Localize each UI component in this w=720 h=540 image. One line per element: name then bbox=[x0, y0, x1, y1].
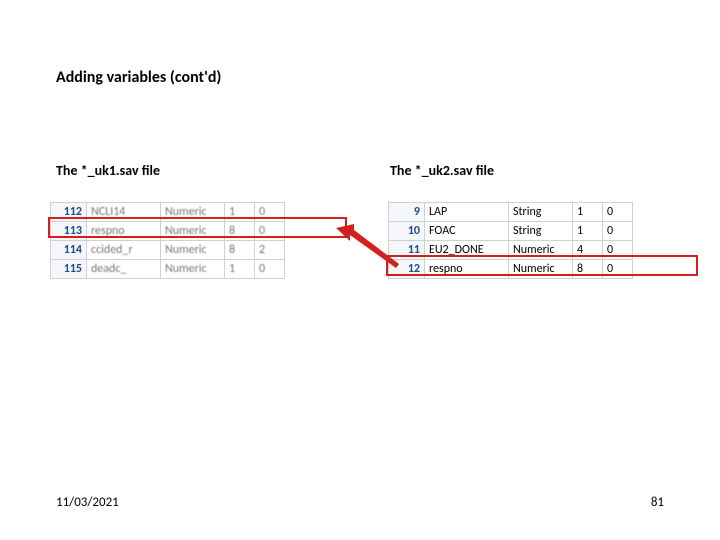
cell-width: 8 bbox=[573, 260, 603, 279]
cell-varname: EU2_DONE bbox=[425, 241, 509, 260]
cell-varname: respno bbox=[425, 260, 509, 279]
cell-dec: 0 bbox=[603, 222, 633, 241]
table-uk1: 112 NCLI14 Numeric 1 0 113 respno Numeri… bbox=[50, 202, 285, 279]
cell-width: 1 bbox=[225, 203, 255, 222]
cell-rownum: 10 bbox=[389, 222, 425, 241]
table-row: 9 LAP String 1 0 bbox=[389, 203, 633, 222]
footer-page: 81 bbox=[651, 495, 664, 510]
cell-vartype: Numeric bbox=[509, 241, 573, 260]
cell-varname: LAP bbox=[425, 203, 509, 222]
cell-vartype: Numeric bbox=[161, 260, 225, 279]
cell-dec: 0 bbox=[603, 260, 633, 279]
left-table-title: The *_uk1.sav file bbox=[56, 162, 160, 179]
cell-rownum: 113 bbox=[51, 222, 87, 241]
cell-dec: 0 bbox=[255, 260, 285, 279]
table-row: 12 respno Numeric 8 0 bbox=[389, 260, 633, 279]
right-table-title: The *_uk2.sav file bbox=[390, 162, 494, 179]
cell-rownum: 115 bbox=[51, 260, 87, 279]
cell-dec: 2 bbox=[255, 241, 285, 260]
cell-varname: deadc_ bbox=[87, 260, 161, 279]
slide: Adding variables (cont'd) The *_uk1.sav … bbox=[0, 0, 720, 540]
cell-width: 4 bbox=[573, 241, 603, 260]
cell-vartype: String bbox=[509, 222, 573, 241]
cell-vartype: String bbox=[509, 203, 573, 222]
cell-rownum: 12 bbox=[389, 260, 425, 279]
cell-dec: 0 bbox=[603, 203, 633, 222]
cell-rownum: 9 bbox=[389, 203, 425, 222]
cell-varname: FOAC bbox=[425, 222, 509, 241]
cell-dec: 0 bbox=[603, 241, 633, 260]
slide-title: Adding variables (cont'd) bbox=[56, 68, 221, 87]
cell-vartype: Numeric bbox=[509, 260, 573, 279]
cell-width: 8 bbox=[225, 241, 255, 260]
cell-varname: ccided_r bbox=[87, 241, 161, 260]
cell-dec: 0 bbox=[255, 222, 285, 241]
table-row: 114 ccided_r Numeric 8 2 bbox=[51, 241, 285, 260]
cell-width: 1 bbox=[573, 222, 603, 241]
cell-dec: 0 bbox=[255, 203, 285, 222]
table-row: 10 FOAC String 1 0 bbox=[389, 222, 633, 241]
cell-varname: NCLI14 bbox=[87, 203, 161, 222]
table-row: 115 deadc_ Numeric 1 0 bbox=[51, 260, 285, 279]
table-row: 11 EU2_DONE Numeric 4 0 bbox=[389, 241, 633, 260]
footer-date: 11/03/2021 bbox=[56, 495, 119, 510]
cell-varname: respno bbox=[87, 222, 161, 241]
cell-width: 1 bbox=[225, 260, 255, 279]
cell-rownum: 11 bbox=[389, 241, 425, 260]
cell-vartype: Numeric bbox=[161, 222, 225, 241]
cell-width: 8 bbox=[225, 222, 255, 241]
table-row: 113 respno Numeric 8 0 bbox=[51, 222, 285, 241]
cell-vartype: Numeric bbox=[161, 203, 225, 222]
cell-rownum: 112 bbox=[51, 203, 87, 222]
cell-rownum: 114 bbox=[51, 241, 87, 260]
cell-vartype: Numeric bbox=[161, 241, 225, 260]
table-row: 112 NCLI14 Numeric 1 0 bbox=[51, 203, 285, 222]
table-uk2: 9 LAP String 1 0 10 FOAC String 1 0 11 E… bbox=[388, 202, 633, 279]
cell-width: 1 bbox=[573, 203, 603, 222]
